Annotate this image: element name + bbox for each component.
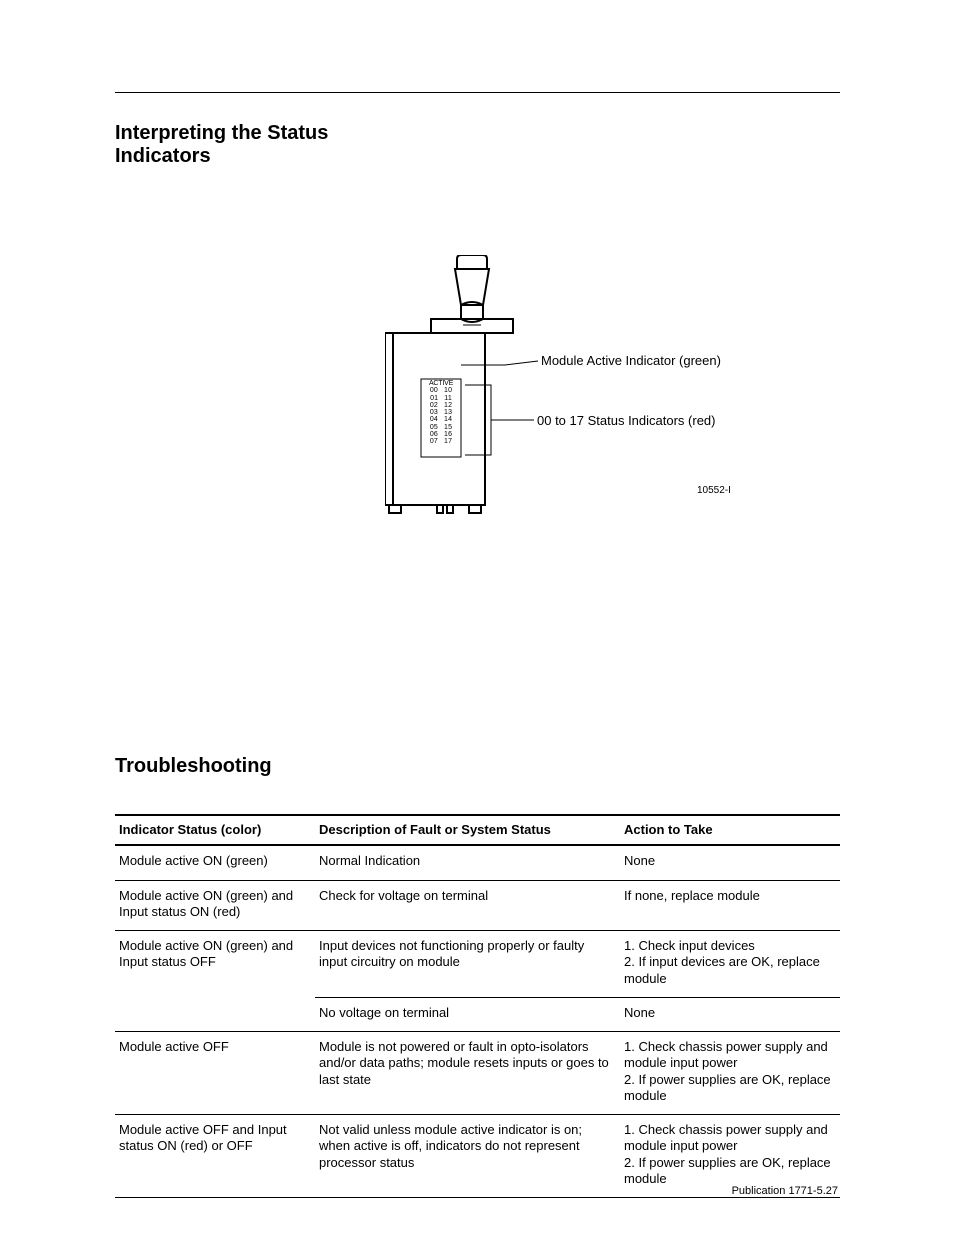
led-left: 06: [430, 431, 438, 438]
led-left: 05: [430, 424, 438, 431]
cell-status: Module active ON (green): [115, 845, 315, 880]
led-right: 13: [444, 409, 452, 416]
led-row: 03 13: [424, 409, 458, 416]
cell-status: Module active OFF and Input status ON (r…: [115, 1115, 315, 1198]
led-right: 11: [444, 395, 452, 402]
troubleshooting-table: Indicator Status (color) Description of …: [115, 814, 840, 1198]
led-left: 00: [430, 387, 438, 394]
th-desc: Description of Fault or System Status: [315, 815, 620, 845]
cell-status: Module active ON (green) and Input statu…: [115, 931, 315, 1032]
table-header-row: Indicator Status (color) Description of …: [115, 815, 840, 845]
led-row: 01 11: [424, 395, 458, 402]
led-row: 06 16: [424, 431, 458, 438]
cell-action: 1. Check input devices 2. If input devic…: [620, 931, 840, 998]
heading-troubleshooting: Troubleshooting: [115, 755, 272, 778]
cell-status: Module active ON (green) and Input statu…: [115, 880, 315, 931]
heading-status-indicators: Interpreting the Status Indicators: [115, 122, 375, 168]
th-status: Indicator Status (color): [115, 815, 315, 845]
led-row: 04 14: [424, 416, 458, 423]
table-row: Module active OFFModule is not powered o…: [115, 1032, 840, 1115]
page: Interpreting the Status Indicators: [0, 0, 954, 1235]
module-diagram: ACTIVE 00100111021203130414051506160717 …: [385, 255, 855, 515]
table-row: Module active ON (green) and Input statu…: [115, 931, 840, 998]
led-row: 00 10: [424, 387, 458, 394]
led-active-label: ACTIVE: [424, 380, 458, 387]
cell-action: 1. Check chassis power supply and module…: [620, 1032, 840, 1115]
table-body: Module active ON (green)Normal Indicatio…: [115, 845, 840, 1197]
led-row: 05 15: [424, 424, 458, 431]
led-rows: 00 10 01 11 02 12 03 13 04 14 05 15 06 16 07 17: [424, 387, 458, 445]
cell-desc: Not valid unless module active indicator…: [315, 1115, 620, 1198]
cell-desc: Input devices not functioning properly o…: [315, 931, 620, 998]
table-row: Module active ON (green)Normal Indicatio…: [115, 845, 840, 880]
figure-id: 10552-I: [697, 485, 731, 496]
led-right: 14: [444, 416, 452, 423]
cell-status: Module active OFF: [115, 1032, 315, 1115]
th-action: Action to Take: [620, 815, 840, 845]
cell-desc: Normal Indication: [315, 845, 620, 880]
publication-id: Publication 1771-5.27: [732, 1185, 838, 1197]
led-left: 03: [430, 409, 438, 416]
cell-action: None: [620, 845, 840, 880]
led-panel: ACTIVE 00 10 01 11 02 12 03 13 04 14 05 15 06 16 07 17: [424, 380, 458, 445]
led-left: 02: [430, 402, 438, 409]
cell-desc: No voltage on terminal: [315, 997, 620, 1031]
top-rule: [115, 92, 840, 93]
led-left: 07: [430, 438, 438, 445]
cell-desc: Check for voltage on terminal: [315, 880, 620, 931]
led-row: 07 17: [424, 438, 458, 445]
led-left: 01: [430, 395, 438, 402]
led-right: 12: [444, 402, 452, 409]
led-right: 15: [444, 424, 452, 431]
table-row: Module active ON (green) and Input statu…: [115, 880, 840, 931]
led-row: 02 12: [424, 402, 458, 409]
led-right: 10: [444, 387, 452, 394]
led-right: 16: [444, 431, 452, 438]
cell-desc: Module is not powered or fault in opto-i…: [315, 1032, 620, 1115]
cell-action: If none, replace module: [620, 880, 840, 931]
led-right: 17: [444, 438, 452, 445]
cell-action: None: [620, 997, 840, 1031]
led-left: 04: [430, 416, 438, 423]
callout-status-indicators: 00 to 17 Status Indicators (red): [537, 413, 715, 428]
callout-active-indicator: Module Active Indicator (green): [541, 353, 721, 368]
